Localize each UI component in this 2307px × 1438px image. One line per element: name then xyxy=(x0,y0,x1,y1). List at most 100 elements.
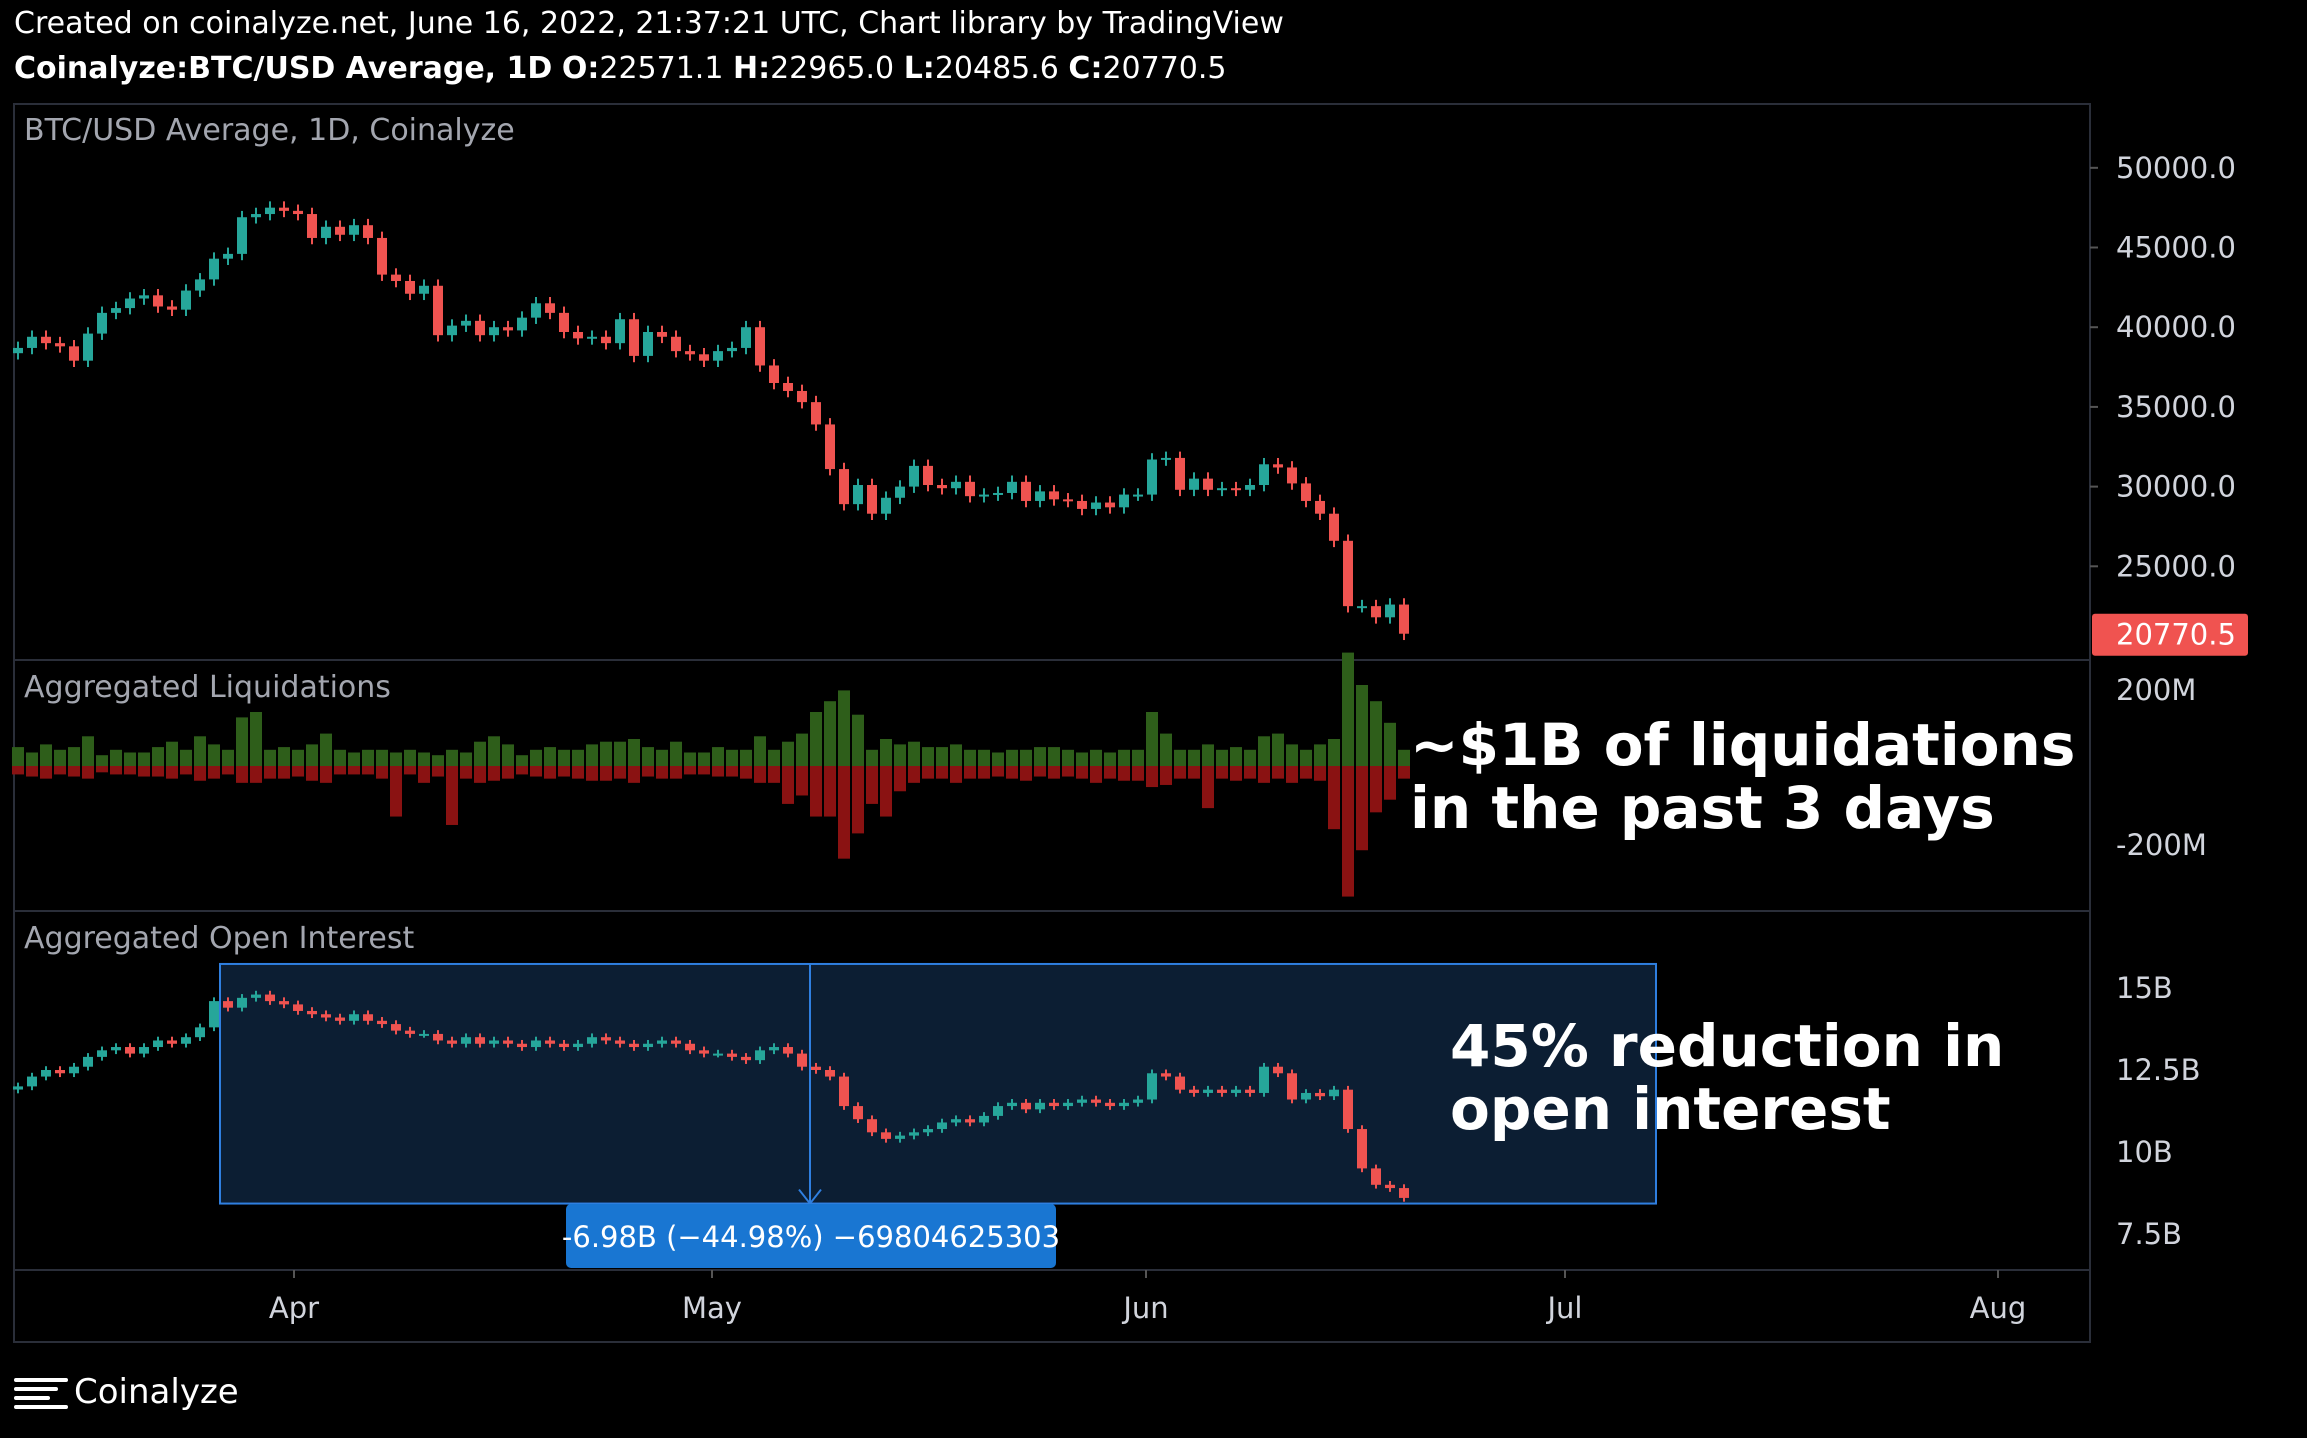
liq-short-bar xyxy=(292,766,304,777)
price-candle xyxy=(1385,604,1395,618)
liq-long-bar xyxy=(96,755,108,766)
price-candle xyxy=(1301,483,1311,501)
time-axis-label: Jul xyxy=(1546,1291,1583,1325)
oi-candle xyxy=(1119,1102,1129,1107)
price-candle xyxy=(601,336,611,344)
liq-long-bar xyxy=(460,752,472,766)
oi-candle xyxy=(1315,1092,1325,1097)
price-candle xyxy=(755,327,765,366)
oi-candle xyxy=(993,1106,1003,1116)
price-axis-label: 25000.0 xyxy=(2116,549,2236,583)
liq-short-bar xyxy=(768,766,780,783)
oi-candle xyxy=(727,1053,737,1057)
oi-candle xyxy=(629,1043,639,1048)
oi-candle xyxy=(1007,1102,1017,1107)
oi-candle xyxy=(1189,1089,1199,1093)
liq-short-bar xyxy=(82,766,94,779)
liq-long-bar xyxy=(1118,749,1130,766)
liq-long-bar xyxy=(978,749,990,766)
liq-short-bar xyxy=(810,766,822,817)
oi-candle xyxy=(741,1056,751,1061)
oi-candle xyxy=(237,997,247,1008)
pane-frames xyxy=(13,103,2091,1343)
oi-candle xyxy=(1203,1089,1213,1093)
price-candle xyxy=(545,303,555,313)
oi-candle xyxy=(335,1017,345,1021)
liq-short-bar xyxy=(1300,766,1312,779)
liq-long-bar xyxy=(726,749,738,766)
liq-long-bar xyxy=(852,714,864,766)
liq-short-bar xyxy=(558,766,570,777)
liquidations-pane[interactable]: Aggregated Liquidations xyxy=(12,652,1410,897)
price-candle xyxy=(615,319,625,344)
oi-candle xyxy=(909,1132,919,1136)
liq-long-bar xyxy=(964,749,976,766)
price-candle xyxy=(1189,478,1199,490)
liq-long-bar xyxy=(782,741,794,766)
liq-long-bar xyxy=(600,741,612,766)
liq-short-bar xyxy=(180,766,192,775)
liq-long-bar xyxy=(614,741,626,766)
open-interest-pane[interactable]: Aggregated Open Interest -6.98B (−44.98%)… xyxy=(13,921,1657,1268)
oi-candle xyxy=(97,1050,107,1057)
price-candle xyxy=(643,331,653,356)
liq-long-bar xyxy=(432,755,444,766)
price-candle xyxy=(825,424,835,470)
liq-short-bar xyxy=(1006,766,1018,779)
price-candle xyxy=(713,351,723,361)
liq-short-bar xyxy=(1020,766,1032,781)
high-value: 22965.0 xyxy=(770,51,895,86)
price-candle xyxy=(195,279,205,291)
liq-short-bar xyxy=(40,766,52,779)
liq-short-bar xyxy=(530,766,542,777)
liq-short-bar xyxy=(1034,766,1046,777)
liq-long-bar xyxy=(1062,749,1074,766)
liq-short-bar xyxy=(194,766,206,781)
liq-long-bar xyxy=(992,752,1004,766)
liq-short-bar xyxy=(488,766,500,781)
price-candle xyxy=(1077,500,1087,509)
liq-short-bar xyxy=(320,766,332,783)
price-candle xyxy=(1049,491,1059,500)
price-axis-label: 35000.0 xyxy=(2116,390,2236,424)
oi-candle xyxy=(559,1043,569,1048)
oi-candle xyxy=(965,1119,975,1123)
price-candle xyxy=(741,327,751,348)
price-candle xyxy=(153,295,163,307)
price-pane[interactable]: BTC/USD Average, 1D, Coinalyze xyxy=(13,113,1409,641)
measure-badge xyxy=(566,1204,1056,1268)
oi-candle xyxy=(1175,1076,1185,1090)
coinalyze-brand[interactable]: Coinalyze xyxy=(14,1370,239,1414)
liq-long-bar xyxy=(208,744,220,766)
price-candle xyxy=(1315,500,1325,514)
liq-short-bar xyxy=(12,766,24,775)
liq-long-bar xyxy=(236,717,248,766)
liq-short-bar xyxy=(964,766,976,779)
oi-candle xyxy=(923,1129,933,1133)
oi-candle xyxy=(83,1056,93,1067)
liq-long-bar xyxy=(1020,749,1032,766)
price-candle xyxy=(797,390,807,403)
time-axis-label: Aug xyxy=(1970,1291,2027,1325)
price-candle xyxy=(1175,457,1185,490)
liq-long-bar xyxy=(1398,749,1410,766)
oi-candle xyxy=(181,1037,191,1044)
liq-short-bar xyxy=(824,766,836,817)
symbol-title: Coinalyze:BTC/USD Average, 1D xyxy=(14,51,553,86)
oi-candle xyxy=(867,1119,877,1133)
oi-candle xyxy=(951,1119,961,1123)
price-candle xyxy=(167,306,177,310)
liq-axis-label: -200M xyxy=(2116,828,2207,862)
price-candle xyxy=(979,494,989,497)
oi-candle xyxy=(1273,1066,1283,1074)
price-candle xyxy=(83,333,93,361)
liq-long-bar xyxy=(698,752,710,766)
time-axis-label: Apr xyxy=(269,1291,319,1325)
liq-short-bar xyxy=(1398,766,1410,779)
liq-long-bar xyxy=(1216,749,1228,766)
oi-axis-label: 10B xyxy=(2116,1135,2173,1169)
ohlc-legend: Coinalyze:BTC/USD Average, 1D O:22571.1 … xyxy=(14,51,1227,86)
oi-candle xyxy=(1357,1129,1367,1169)
price-candle xyxy=(447,325,457,336)
